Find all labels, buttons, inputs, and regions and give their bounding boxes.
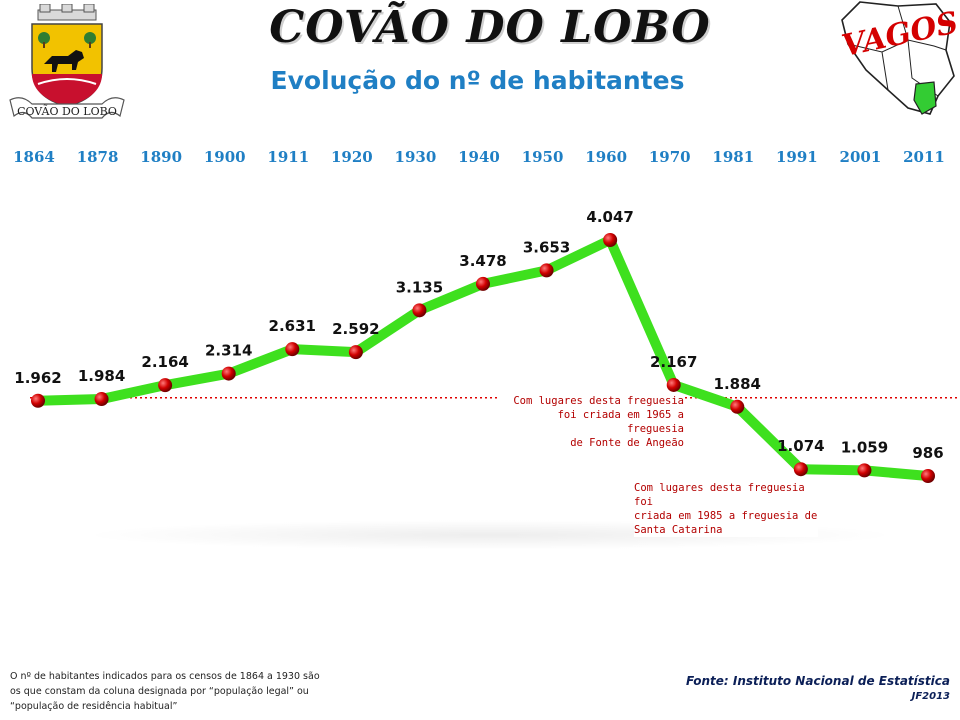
annotation-line: Com lugares desta freguesia: [513, 395, 684, 407]
x-tick-label: 1940: [458, 148, 500, 166]
x-tick-label: 1864: [13, 148, 55, 166]
x-tick-label: 2001: [840, 148, 882, 166]
data-label: 1.984: [78, 367, 125, 385]
data-label: 986: [912, 444, 943, 462]
data-point: [539, 263, 554, 278]
data-label: 2.167: [650, 353, 697, 371]
data-point: [730, 399, 745, 414]
data-label: 3.135: [396, 278, 443, 296]
data-point: [793, 462, 808, 477]
crest-label: COVÃO DO LOBO: [17, 104, 117, 118]
population-line-chart: 1.962 1.984 2.164 2.314 2.631 2.592 3.135 3.478…: [13, 148, 958, 483]
x-tick-label: 1878: [77, 148, 119, 166]
author-credit: JF2013: [911, 691, 950, 702]
annotation-line: de Fonte de Angeão: [570, 437, 684, 449]
location-map-icon: VAGOS: [839, 1, 958, 115]
page-title: COVÃO DO LOBO: [269, 2, 711, 53]
data-label: 1.884: [714, 375, 761, 393]
x-tick-label: 1960: [585, 148, 627, 166]
annotation-fonte-de-angeao: Com lugares desta freguesia foi criada e…: [500, 394, 684, 450]
data-label: 1.059: [841, 438, 888, 456]
x-tick-label: 1981: [712, 148, 754, 166]
data-point: [94, 392, 109, 407]
x-tick-label: 1970: [649, 148, 691, 166]
data-point: [31, 393, 45, 408]
x-tick-label: 1950: [522, 148, 564, 166]
data-label: 2.631: [269, 317, 316, 335]
data-label: 1.962: [14, 369, 61, 387]
data-point: [666, 377, 681, 392]
data-label: 4.047: [586, 208, 633, 226]
x-tick-label: 1991: [776, 148, 818, 166]
data-point: [921, 469, 935, 483]
annotation-line: Santa Catarina: [634, 524, 723, 536]
data-point: [221, 366, 236, 381]
x-tick-label: 2011: [903, 148, 945, 166]
data-point: [285, 342, 300, 357]
coat-of-arms-icon: COVÃO DO LOBO: [9, 4, 125, 119]
data-point: [158, 378, 173, 393]
census-footnote: O nº de habitantes indicados para os cen…: [10, 671, 320, 712]
data-point: [857, 463, 872, 478]
data-point: [603, 233, 618, 247]
annotation-line: Com lugares desta freguesia foi: [634, 482, 805, 508]
data-label: 2.164: [141, 353, 188, 371]
data-point: [348, 345, 363, 360]
x-tick-label: 1900: [204, 148, 246, 166]
data-point: [412, 303, 427, 318]
data-label: 1.074: [777, 437, 824, 455]
data-source: Fonte: Instituto Nacional de Estatística: [685, 674, 950, 688]
x-tick-label: 1911: [267, 148, 309, 166]
annotation-santa-catarina: Com lugares desta freguesia foi criada e…: [634, 481, 818, 537]
data-label: 3.478: [459, 252, 506, 270]
annotation-line: criada em 1985 a freguesia de: [634, 510, 818, 522]
data-label: 2.314: [205, 342, 252, 360]
x-tick-label: 1920: [331, 148, 373, 166]
x-tick-label: 1890: [140, 148, 182, 166]
x-tick-label: 1930: [395, 148, 437, 166]
data-label: 2.592: [332, 320, 379, 338]
page-subtitle: Evolução do nº de habitantes: [270, 66, 685, 95]
data-label: 3.653: [523, 238, 570, 256]
data-point: [476, 276, 490, 291]
annotation-line: foi criada em 1965 a freguesia: [557, 409, 684, 435]
